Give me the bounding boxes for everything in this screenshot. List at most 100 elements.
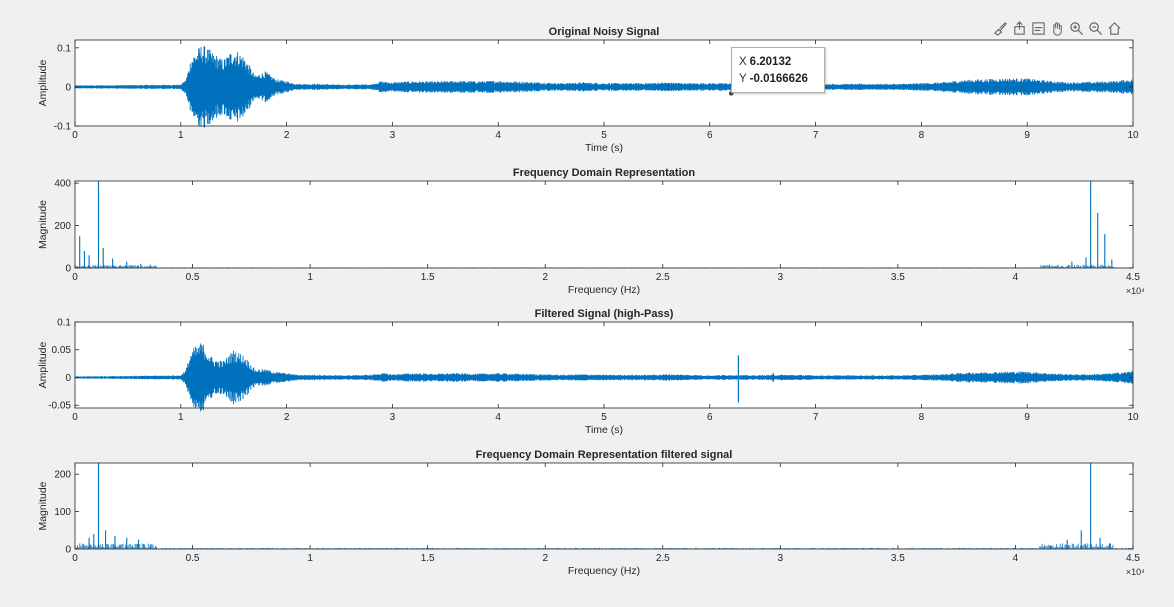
zoom-in-button[interactable] [1068, 20, 1085, 37]
axes-box [74, 180, 1134, 269]
datatip-y-label: Y [739, 73, 747, 85]
x-tick-label: 3 [778, 553, 784, 564]
datatip-x-row: X 6.20132 [739, 54, 824, 71]
subplot-title: Frequency Domain Representation filtered… [476, 449, 733, 461]
x-tick-label: 2.5 [656, 272, 670, 283]
x-tick-label: 0 [72, 412, 78, 423]
y-axis-label: Magnitude [37, 200, 49, 249]
x-tick-label: 3 [390, 412, 396, 423]
zoom-out-icon [1089, 22, 1103, 36]
y-axis-label: Magnitude [37, 481, 49, 530]
y-tick-label: 0 [65, 545, 71, 556]
x-tick-label: 1.5 [421, 272, 435, 283]
home-button[interactable] [1106, 20, 1123, 37]
x-tick-label: 0.5 [186, 553, 200, 564]
y-tick-label: 0.1 [57, 43, 71, 54]
x-tick-label: 4.5 [1126, 272, 1140, 283]
datatip-y-value: -0.0166626 [749, 73, 808, 85]
x-tick-label: 1 [307, 272, 313, 283]
y-axis-label: Amplitude [37, 60, 49, 107]
data-tip[interactable]: X 6.20132 Y -0.0166626 [731, 47, 825, 93]
datatip-y-row: Y -0.0166626 [739, 71, 824, 88]
y-tick-label: 100 [54, 507, 71, 518]
x-tick-label: 1 [307, 553, 313, 564]
x-axis-label: Time (s) [585, 142, 623, 154]
brush-icon [993, 22, 1007, 36]
datatip-icon [1032, 22, 1045, 35]
y-tick-label: 200 [54, 221, 71, 232]
y-tick-label: 200 [54, 470, 71, 481]
x-tick-label: 8 [919, 412, 925, 423]
x-tick-label: 9 [1024, 412, 1030, 423]
datatip-x-value: 6.20132 [749, 56, 792, 68]
x-tick-label: 10 [1127, 130, 1139, 141]
datatip-x-label: X [739, 56, 747, 68]
x-axis-label: Frequency (Hz) [568, 284, 640, 296]
home-icon [1108, 22, 1121, 35]
x-tick-label: 9 [1024, 130, 1030, 141]
plot-area [75, 322, 1133, 408]
plot-area [75, 463, 1133, 549]
y-tick-label: -0.1 [54, 122, 72, 133]
y-tick-label: 0 [65, 373, 71, 384]
x-tick-label: 0 [72, 130, 78, 141]
y-tick-label: 0 [65, 82, 71, 93]
subplot-title: Original Noisy Signal [549, 26, 660, 38]
x-tick-label: 4 [1013, 272, 1019, 283]
x-tick-label: 3 [390, 130, 396, 141]
x-tick-label: 10 [1127, 412, 1139, 423]
plot-area [75, 181, 1133, 268]
export-button[interactable] [1011, 20, 1028, 37]
x-tick-label: 4 [1013, 553, 1019, 564]
subplot-4: 0 0.5 1 1.5 2 2.5 3 3.5 4 4.5 0 100 200 Frequency Dom… [37, 449, 1145, 577]
subplot-2: 0 0.5 1 1.5 2 2.5 3 3.5 4 4.5 0 200 400 Frequency Dom… [37, 167, 1145, 296]
x-tick-label: 2 [284, 412, 290, 423]
zoom-in-icon [1070, 22, 1084, 36]
x-tick-label: 7 [813, 412, 819, 423]
x-tick-label: 2.5 [656, 553, 670, 564]
y-tick-label: 0.05 [52, 345, 72, 356]
x-tick-label: 1 [178, 130, 184, 141]
x-tick-label: 5 [601, 412, 607, 423]
x-tick-label: 8 [919, 130, 925, 141]
x-tick-label: 4.5 [1126, 553, 1140, 564]
datatip-button[interactable] [1030, 20, 1047, 37]
subplot-title: Filtered Signal (high-Pass) [535, 308, 674, 320]
x-tick-label: 5 [601, 130, 607, 141]
x-tick-label: 2 [542, 553, 548, 564]
x-tick-label: 6 [707, 130, 713, 141]
y-tick-label: 400 [54, 179, 71, 190]
x-tick-label: 2 [284, 130, 290, 141]
zoom-out-button[interactable] [1087, 20, 1104, 37]
x-tick-label: 0 [72, 553, 78, 564]
x-exponent-label: ×10⁴ [1126, 286, 1145, 296]
pan-icon [1053, 22, 1062, 36]
y-tick-label: 0.1 [57, 318, 71, 329]
x-tick-label: 3.5 [891, 272, 905, 283]
axes-toolbar [992, 20, 1123, 37]
subplot-title: Frequency Domain Representation [513, 167, 695, 179]
brush-button[interactable] [992, 20, 1009, 37]
export-icon [1014, 21, 1025, 35]
x-tick-label: 3.5 [891, 553, 905, 564]
x-tick-label: 0 [72, 272, 78, 283]
y-tick-label: 0 [65, 264, 71, 275]
x-tick-label: 4 [495, 412, 501, 423]
x-tick-label: 4 [495, 130, 501, 141]
y-tick-label: -0.05 [48, 401, 71, 412]
x-tick-label: 6 [707, 412, 713, 423]
x-axis-label: Frequency (Hz) [568, 565, 640, 577]
x-tick-label: 2 [542, 272, 548, 283]
x-tick-label: 1 [178, 412, 184, 423]
axes-box [74, 462, 1134, 550]
x-tick-label: 1.5 [421, 553, 435, 564]
x-tick-label: 0.5 [186, 272, 200, 283]
x-tick-label: 3 [778, 272, 784, 283]
pan-button[interactable] [1049, 20, 1066, 37]
y-axis-label: Amplitude [37, 342, 49, 389]
x-axis-label: Time (s) [585, 424, 623, 436]
